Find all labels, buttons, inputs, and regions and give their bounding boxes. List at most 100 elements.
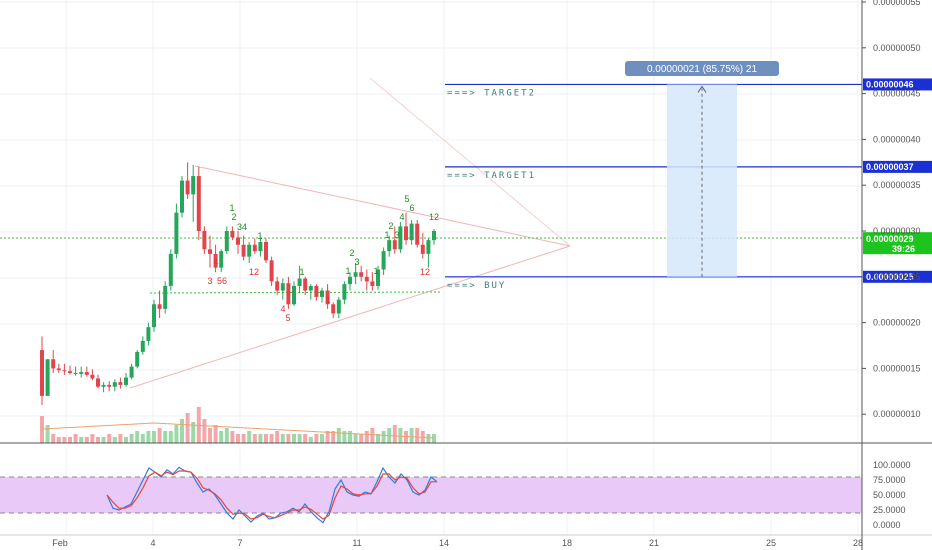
- candle-body: [426, 240, 431, 254]
- volume-bar: [252, 434, 257, 443]
- candle-body: [146, 327, 151, 341]
- candle-body: [73, 372, 78, 374]
- level-label-0: ===> TARGET2: [447, 88, 536, 98]
- candle-body: [359, 272, 364, 277]
- grid: [0, 0, 862, 535]
- volume-bar: [140, 434, 145, 443]
- volume-bar: [286, 434, 291, 443]
- candle-body: [314, 285, 319, 297]
- volume-bar: [370, 428, 375, 443]
- level-label-1: ===> TARGET1: [447, 171, 536, 181]
- candle-body: [107, 384, 112, 387]
- volume-bar: [331, 431, 336, 443]
- candle-body: [432, 231, 436, 241]
- candle-body: [236, 237, 240, 245]
- volume-bars: [40, 407, 436, 443]
- x-tick-label-4: 14: [439, 538, 449, 548]
- candle-body: [404, 226, 408, 241]
- candle-body: [191, 176, 196, 195]
- volume-bar: [84, 437, 89, 443]
- candle-body: [348, 276, 352, 285]
- volume-bar: [68, 437, 72, 443]
- candle-body: [370, 281, 375, 286]
- volume-bar: [320, 434, 324, 443]
- candle-body: [264, 241, 268, 261]
- seq-count: 1: [384, 230, 389, 240]
- volume-bar: [258, 434, 263, 443]
- volume-bar: [359, 434, 364, 443]
- candle-body: [79, 372, 84, 374]
- level-price-badge-1: [863, 160, 932, 173]
- candle-body: [118, 382, 123, 385]
- x-tick-label-5: 18: [562, 538, 572, 548]
- seq-count: 2: [231, 212, 236, 222]
- candle-body: [90, 374, 95, 379]
- y-tick-label-0: 0.00000055: [873, 0, 921, 7]
- candle-body: [275, 281, 280, 291]
- volume-bar: [124, 437, 128, 443]
- volume-bar: [224, 428, 229, 443]
- candle-body: [280, 283, 285, 291]
- volume-bar: [112, 437, 117, 443]
- x-tick-label-0: Feb: [52, 538, 68, 548]
- volume-bar: [135, 431, 140, 443]
- volume-bar: [101, 437, 106, 443]
- volume-bar: [180, 419, 184, 443]
- level-label-2: ===> BUY: [447, 281, 506, 291]
- volume-bar: [348, 431, 352, 443]
- y-tick-label-2: 0.00000045: [873, 89, 921, 99]
- volume-bar: [409, 428, 414, 443]
- seq-count: 3: [394, 230, 399, 240]
- volume-bar: [364, 431, 369, 443]
- trendline-drawings: [0, 77, 862, 389]
- volume-bar: [146, 431, 151, 443]
- current-price-text: 0.00000029: [866, 234, 914, 244]
- y-tick-label-7: 0.00000020: [873, 318, 921, 328]
- candle-body: [409, 223, 414, 241]
- volume-bar: [118, 434, 123, 443]
- candle-body: [135, 351, 140, 367]
- candle-body: [168, 253, 173, 286]
- volume-bar: [314, 434, 319, 443]
- price-levels[interactable]: ===> TARGET2 0.00000046 ===> TARGET1 0.0000…: [445, 78, 932, 291]
- candle-body: [112, 382, 117, 387]
- level-price-text-2: 0.00000025: [866, 272, 914, 282]
- volume-bar: [280, 434, 285, 443]
- volume-bar: [297, 434, 302, 443]
- seq-count: 34: [237, 222, 247, 232]
- seq-count: 56: [217, 276, 227, 286]
- volume-bar: [241, 434, 246, 443]
- volume-bar: [230, 431, 235, 443]
- candle-body: [258, 241, 263, 252]
- seq-count: 4: [213, 257, 218, 267]
- seq-count: 6: [409, 203, 414, 213]
- candle-body: [157, 304, 162, 309]
- x-tick-label-7: 25: [766, 538, 776, 548]
- volume-bar: [342, 431, 347, 443]
- seq-count: 2: [388, 221, 393, 231]
- volume-bar: [269, 434, 274, 443]
- volume-bar: [398, 428, 403, 443]
- seq-count: 1: [257, 231, 262, 241]
- candle-body: [252, 244, 257, 252]
- seq-count: 12: [420, 267, 430, 277]
- x-tick-label-1: 4: [150, 538, 155, 548]
- candle-body: [56, 368, 61, 371]
- seq-count: 3: [354, 257, 359, 267]
- volume-bar: [415, 428, 420, 443]
- upper-trendline: [194, 165, 571, 247]
- x-tick-label-6: 21: [649, 538, 659, 548]
- candle-body: [376, 269, 380, 286]
- x-tick-label-2: 7: [237, 538, 242, 548]
- volume-bar: [191, 422, 196, 443]
- volume-bar: [426, 434, 431, 443]
- seq-count: 12: [249, 267, 259, 277]
- candle-body: [320, 290, 324, 297]
- measure-tool[interactable]: 0.00000021 (85.75%) 21: [625, 61, 779, 277]
- stoch-line-1: [106, 470, 437, 520]
- candle-body: [398, 226, 403, 250]
- volume-bar: [152, 431, 156, 443]
- candle-body: [51, 359, 56, 369]
